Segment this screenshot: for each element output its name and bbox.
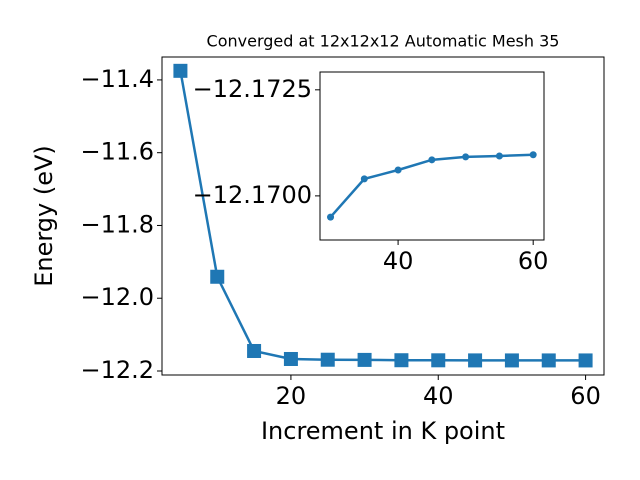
y-tick-label: −12.0 bbox=[80, 283, 154, 311]
x-axis-label: Increment in K point bbox=[261, 417, 505, 445]
marker bbox=[468, 353, 483, 368]
x-tick-label: 40 bbox=[383, 247, 414, 275]
marker bbox=[578, 353, 593, 368]
x-tick-label: 60 bbox=[570, 382, 601, 410]
y-tick-label: −11.4 bbox=[80, 65, 154, 93]
marker bbox=[173, 63, 188, 78]
x-tick-label: 40 bbox=[423, 382, 454, 410]
marker bbox=[357, 352, 372, 367]
y-tick-label: −12.1725 bbox=[193, 75, 312, 103]
marker bbox=[541, 353, 556, 368]
marker bbox=[495, 152, 503, 160]
y-tick-label: −11.6 bbox=[80, 138, 154, 166]
marker bbox=[247, 343, 262, 358]
x-tick-label: 60 bbox=[518, 247, 549, 275]
y-tick-label: −11.8 bbox=[80, 210, 154, 238]
y-tick-label: −12.1700 bbox=[193, 181, 312, 209]
marker bbox=[320, 352, 335, 367]
marker bbox=[431, 353, 446, 368]
chart-title: Converged at 12x12x12 Automatic Mesh 35 bbox=[207, 32, 560, 51]
marker bbox=[428, 156, 436, 164]
axes-frame bbox=[319, 71, 545, 241]
marker bbox=[462, 153, 470, 161]
marker bbox=[529, 151, 537, 159]
marker bbox=[210, 269, 225, 284]
marker bbox=[504, 353, 519, 368]
marker bbox=[394, 353, 409, 368]
marker bbox=[360, 175, 368, 183]
marker bbox=[327, 213, 335, 221]
marker bbox=[394, 166, 402, 174]
y-axis-label: Energy (eV) bbox=[30, 145, 58, 287]
y-tick-label: −12.2 bbox=[80, 356, 154, 384]
axes-frame bbox=[161, 56, 605, 376]
marker bbox=[283, 351, 298, 366]
x-tick-label: 20 bbox=[276, 382, 307, 410]
